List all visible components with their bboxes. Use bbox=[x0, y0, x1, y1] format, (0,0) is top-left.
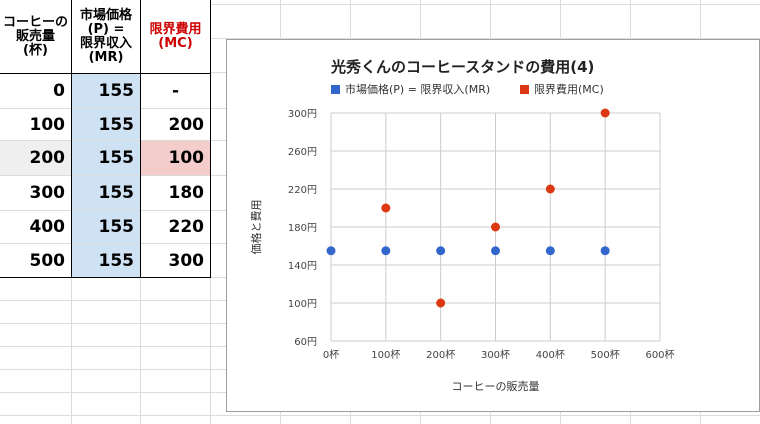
cell-qty[interactable]: 200 bbox=[0, 141, 71, 175]
cell-mc[interactable]: 300 bbox=[168, 250, 205, 271]
legend-item-mr[interactable]: 市場価格(P) = 限界収入(MR) bbox=[331, 81, 490, 97]
cell-price[interactable]: 155 bbox=[72, 109, 140, 140]
cell-price[interactable]: 155 bbox=[72, 211, 140, 243]
x-tick-label: 500杯 bbox=[591, 348, 620, 361]
chart-title: 光秀くんのコーヒースタンドの費用(4) bbox=[331, 58, 595, 76]
y-axis-label: 価格と費用 bbox=[249, 200, 263, 255]
x-axis-label: コーヒーの販売量 bbox=[452, 380, 540, 393]
mr-point bbox=[491, 246, 500, 256]
y-tick-label: 220円 bbox=[288, 185, 317, 196]
x-tick-label: 600杯 bbox=[645, 348, 674, 361]
y-tick-label: 100円 bbox=[288, 299, 317, 310]
mr-point bbox=[600, 246, 610, 256]
mc-point bbox=[600, 108, 610, 118]
cell-qty[interactable]: 300 bbox=[29, 183, 66, 203]
mr-point bbox=[326, 246, 336, 256]
chart-panel[interactable]: 光秀くんのコーヒースタンドの費用(4) 市場価格(P) = 限界収入(MR) 限… bbox=[226, 39, 760, 412]
y-tick-label: 180円 bbox=[288, 223, 317, 234]
cell-mc[interactable]: 220 bbox=[168, 217, 205, 237]
cell-mc[interactable]: 180 bbox=[168, 183, 205, 203]
header-price[interactable]: 市場価格 (P) = 限界収入 (MR) bbox=[72, 0, 140, 73]
x-tick-label: 100杯 bbox=[371, 348, 400, 361]
cell-price[interactable]: 155 bbox=[72, 74, 140, 108]
cell-mc-selected[interactable]: 100 bbox=[141, 141, 210, 175]
cell-price[interactable]: 155 bbox=[72, 244, 140, 277]
x-tick-label: 0杯 bbox=[323, 348, 339, 361]
scatter-plot: 300円 260円 220円 180円 140円 100円 60円 0杯 100杯 200杯 300… bbox=[249, 108, 675, 393]
mc-point bbox=[381, 203, 391, 213]
cell-price[interactable]: 155 bbox=[72, 176, 140, 210]
mr-point bbox=[381, 246, 391, 256]
cell-qty[interactable]: 500 bbox=[29, 250, 66, 271]
y-tick-label: 260円 bbox=[288, 147, 317, 158]
cell-price[interactable]: 155 bbox=[72, 141, 140, 175]
header-qty[interactable]: コーヒーの 販売量 (杯) bbox=[0, 0, 71, 73]
legend-swatch-blue bbox=[331, 84, 340, 94]
mc-point bbox=[491, 222, 500, 232]
legend-label-mc: 限界費用(MC) bbox=[534, 83, 604, 96]
x-tick-label: 200杯 bbox=[426, 348, 455, 361]
mc-point bbox=[436, 298, 446, 308]
legend-label-mr: 市場価格(P) = 限界収入(MR) bbox=[345, 83, 491, 96]
y-tick-label: 60円 bbox=[294, 337, 317, 348]
header-mc[interactable]: 限界費用 (MC) bbox=[141, 0, 210, 73]
cell-qty[interactable]: 100 bbox=[29, 114, 66, 135]
mc-point bbox=[545, 184, 555, 194]
legend-swatch-red bbox=[520, 84, 529, 94]
y-tick-label: 140円 bbox=[288, 261, 317, 272]
y-tick-label: 300円 bbox=[288, 109, 317, 120]
cell-qty[interactable]: 400 bbox=[29, 217, 66, 237]
x-tick-label: 400杯 bbox=[536, 348, 565, 361]
x-tick-label: 300杯 bbox=[481, 348, 510, 361]
cell-mc[interactable]: - bbox=[171, 81, 180, 101]
mr-point bbox=[545, 246, 555, 256]
mr-point bbox=[436, 246, 446, 256]
legend-item-mc[interactable]: 限界費用(MC) bbox=[520, 81, 604, 97]
cell-qty[interactable]: 0 bbox=[53, 81, 65, 101]
cell-mc[interactable]: 200 bbox=[168, 114, 205, 135]
